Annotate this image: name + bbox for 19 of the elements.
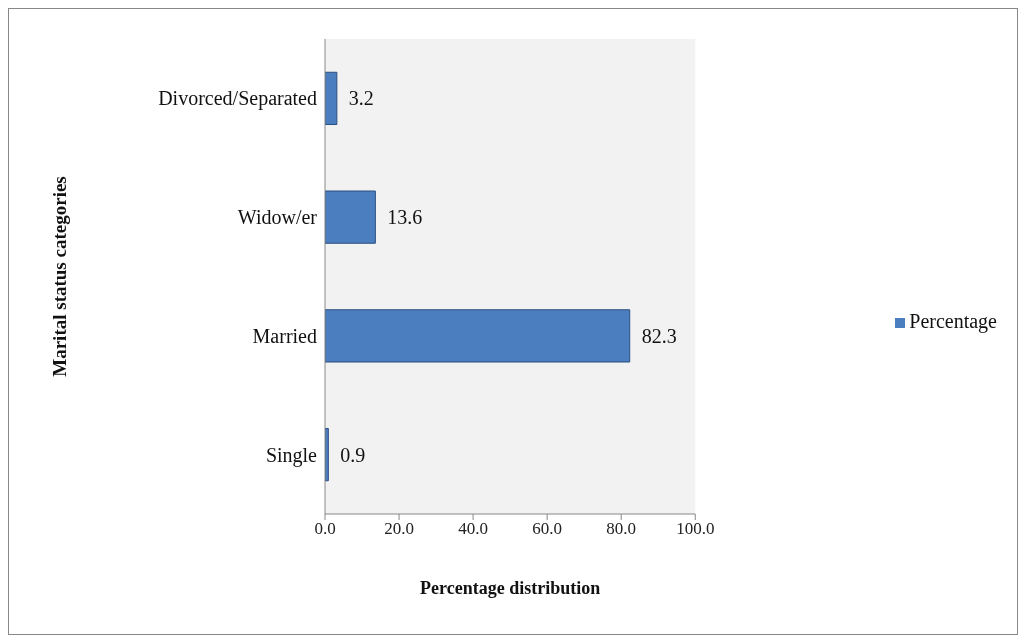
data-label: 3.2 [348,87,374,110]
data-label: 0.9 [340,443,366,466]
legend-label: Percentage [909,310,997,332]
bar [325,309,631,363]
y-tick-label: Divorced/Separated [158,87,317,111]
x-axis-title: Percentage distribution [420,578,601,598]
y-tick-label: Married [252,324,317,347]
data-label: 82.3 [641,324,677,347]
y-tick-label: Widow/er [237,206,318,229]
data-label: 13.6 [387,206,423,229]
x-tick-label: 40.0 [458,519,488,539]
x-tick-label: 80.0 [606,519,637,539]
y-axis-title: Marital status categories [48,176,70,377]
x-tick-label: 100.0 [676,519,715,539]
bar [325,190,376,244]
y-tick-label: Single [265,443,318,467]
x-tick-label: 0.0 [314,519,336,539]
x-tick-label: 60.0 [532,519,563,539]
x-tick-label: 20.0 [384,519,414,539]
